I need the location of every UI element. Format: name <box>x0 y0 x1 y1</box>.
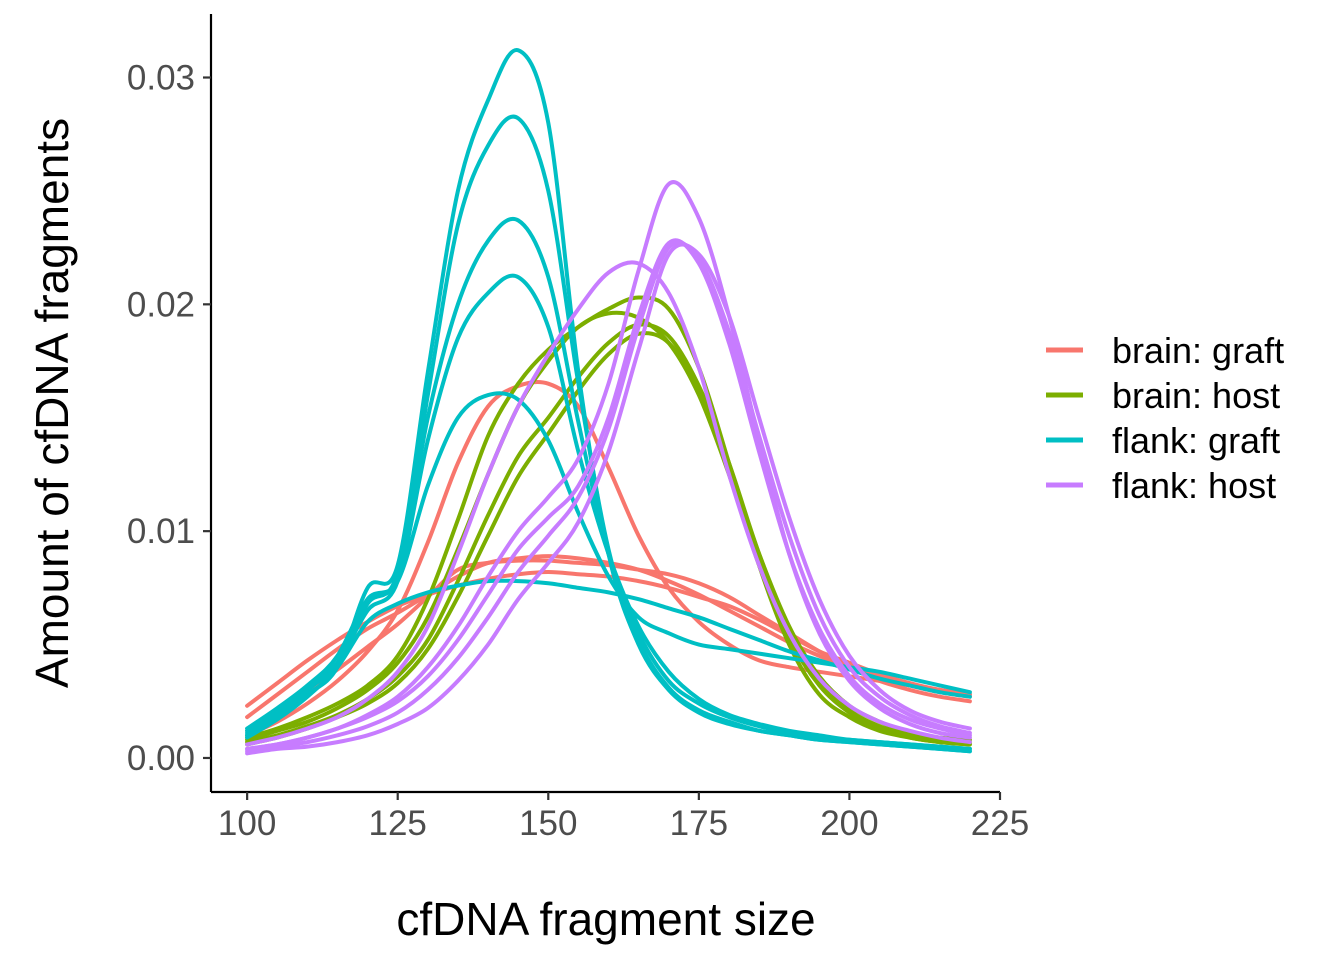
x-tick-label: 150 <box>519 804 577 843</box>
series-line-5 <box>245 295 972 747</box>
series-line-17 <box>245 238 972 751</box>
series-line-10 <box>245 114 972 754</box>
legend-label: brain: host <box>1112 375 1280 416</box>
series-line-16 <box>245 180 972 751</box>
y-tick-label: 0.03 <box>127 59 195 98</box>
plot-lines <box>245 48 972 756</box>
x-ticks: 100 125 150 175 200 225 <box>218 792 1029 843</box>
y-tick-label: 0.00 <box>127 739 195 778</box>
x-axis-title: cfDNA fragment size <box>396 893 815 945</box>
series-line-19 <box>245 242 972 756</box>
legend-label: brain: graft <box>1112 330 1284 371</box>
y-axis-title: Amount of cfDNA fragments <box>26 118 78 688</box>
y-ticks: 0.00 0.01 0.02 0.03 <box>127 59 211 778</box>
y-tick-label: 0.02 <box>127 285 195 324</box>
legend-label: flank: graft <box>1112 420 1280 461</box>
series-line-12 <box>245 273 972 751</box>
x-tick-label: 200 <box>820 804 878 843</box>
x-tick-label: 125 <box>369 804 427 843</box>
x-tick-label: 100 <box>218 804 276 843</box>
x-tick-label: 175 <box>670 804 728 843</box>
series-line-15 <box>245 260 972 747</box>
series-line-18 <box>245 240 972 754</box>
legend-label: flank: host <box>1112 465 1276 506</box>
series-line-9 <box>245 48 972 754</box>
y-tick-label: 0.01 <box>127 512 195 551</box>
x-tick-label: 225 <box>971 804 1029 843</box>
